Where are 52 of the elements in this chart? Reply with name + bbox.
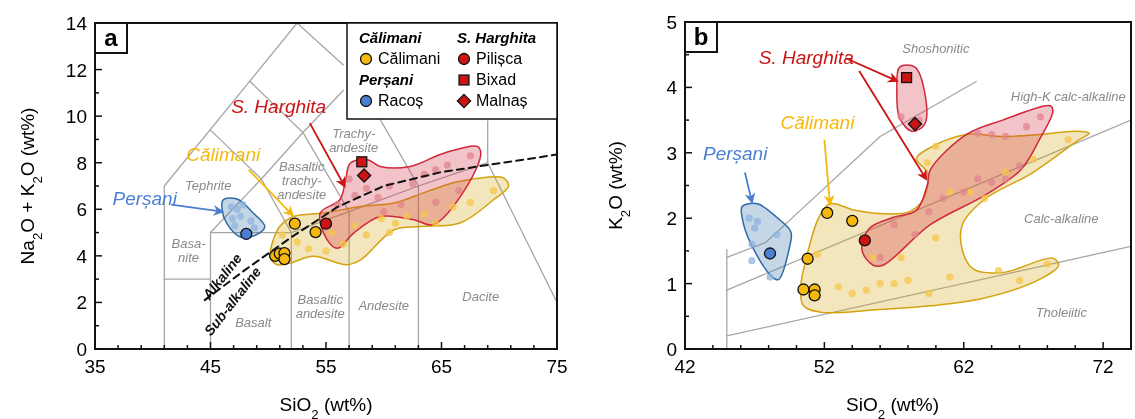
y-tick-label: 2 (76, 292, 87, 314)
annotation: Shoshonitic (902, 41, 970, 57)
y-tick-label: 14 (65, 13, 88, 34)
legend-label: Călimani (378, 50, 441, 67)
annotation: Basaltic trachy- andesite (277, 159, 327, 203)
x-axis-title: SiO$_{2}$ (wt%) (279, 394, 373, 419)
x-tick-label: 72 (1092, 356, 1114, 377)
y-tick-label: 0 (666, 339, 677, 360)
x-tick-label: 45 (199, 356, 222, 377)
annotation: Basaltic andesite (295, 292, 345, 322)
annotation: Andesite (357, 297, 410, 313)
y-tick-label: 8 (76, 152, 87, 174)
x-tick-label: 52 (813, 356, 835, 377)
x-tick-label: 55 (315, 356, 337, 377)
y-tick-label: 0 (76, 339, 87, 360)
x-tick-label: 35 (84, 356, 106, 377)
annotation: Dacite (462, 289, 500, 305)
annotation: Călimani (186, 144, 261, 166)
annotation: Tephrite (184, 177, 232, 193)
annotation: High-K calc-alkaline (1010, 88, 1126, 104)
y-tick-label: 4 (76, 245, 88, 267)
legend-label: Pilișca (476, 50, 523, 67)
y-tick-label: 3 (666, 142, 677, 164)
x-axis-title: SiO$_{2}$ (wt%) (846, 394, 939, 419)
annotation: Trachy- andesite (329, 125, 379, 155)
y-tick-label: 10 (65, 106, 87, 128)
annotation: Perșani (112, 187, 178, 209)
y-tick-label: 2 (666, 208, 677, 230)
annotation: Tholeiitic (1035, 305, 1088, 321)
annotation: Basa- nite (171, 235, 207, 265)
y-tick-label: 4 (666, 77, 678, 99)
x-tick-label: 75 (546, 356, 568, 377)
annotation: Călimani (359, 29, 423, 46)
x-tick-label: 42 (674, 356, 696, 377)
legend-label: Malnaș (476, 92, 528, 109)
chart-title: a (104, 24, 119, 51)
legend-label: Racoș (378, 92, 424, 109)
annotation: S. Harghita (457, 29, 537, 46)
x-tick-label: 62 (953, 356, 975, 377)
y-tick-label: 12 (65, 59, 87, 81)
annotation: Calc-alkaline (1024, 211, 1099, 227)
annotation: Perșani (702, 142, 769, 164)
annotation: S. Harghita (758, 47, 854, 69)
annotation: Călimani (780, 112, 856, 134)
y-tick-label: 1 (666, 273, 677, 295)
y-tick-label: 5 (666, 12, 677, 33)
chart-title: b (693, 23, 709, 50)
annotation: S. Harghita (231, 96, 327, 118)
y-tick-label: 6 (76, 199, 87, 221)
annotation: Perșani (359, 71, 415, 88)
legend-label: Bixad (476, 71, 517, 88)
x-tick-label: 65 (430, 356, 453, 377)
